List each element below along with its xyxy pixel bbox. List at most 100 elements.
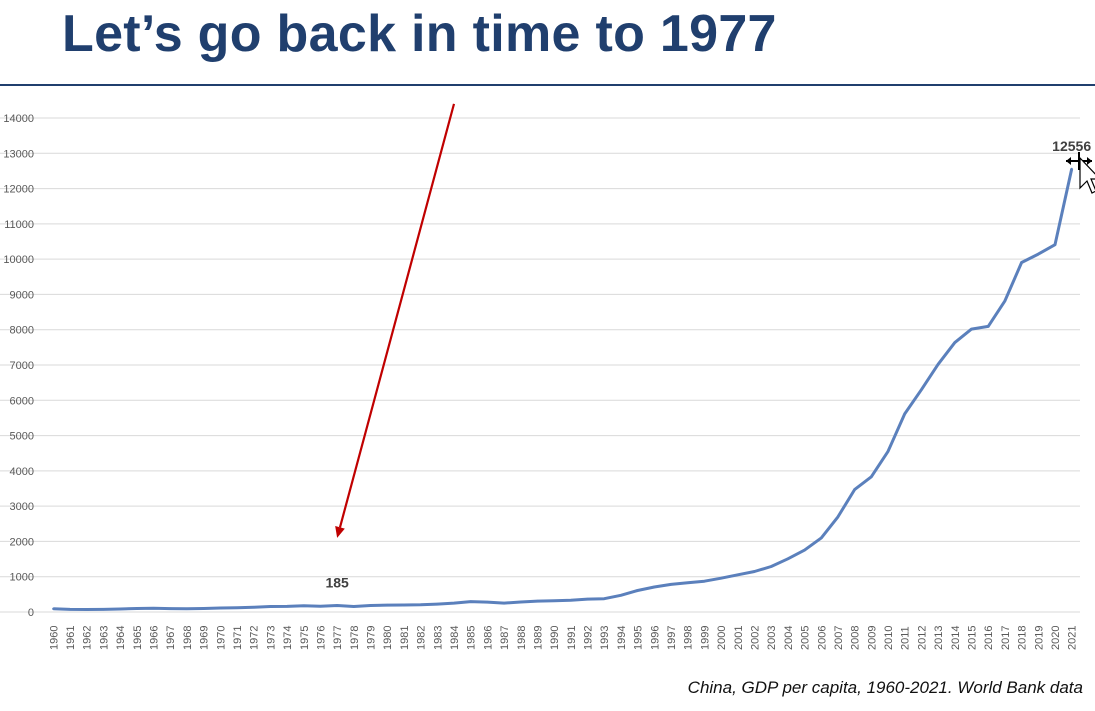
data-point (703, 579, 706, 583)
y-tick-label: 11000 (4, 219, 34, 231)
data-point (803, 548, 806, 552)
x-tick-label: 2010 (883, 626, 895, 650)
y-tick-label: 7000 (10, 360, 34, 372)
y-tick-label: 3000 (10, 501, 34, 513)
x-tick-label: 1979 (366, 626, 378, 650)
y-tick-label: 4000 (10, 466, 34, 478)
x-tick-label: 1961 (65, 626, 77, 650)
data-point (536, 599, 539, 603)
data-point (352, 605, 356, 608)
data-point (102, 608, 105, 611)
x-tick-label: 2013 (933, 626, 945, 650)
data-point (369, 604, 372, 607)
x-tick-label: 1998 (683, 626, 695, 650)
x-tick-label: 1963 (98, 626, 110, 650)
x-tick-label: 2003 (766, 626, 778, 650)
annotation-arrow (338, 103, 456, 528)
x-tick-label: 1968 (182, 626, 194, 650)
x-tick-label: 2005 (800, 626, 812, 650)
data-point (502, 601, 506, 605)
data-point (903, 412, 906, 416)
x-tick-label: 1988 (516, 626, 528, 650)
data-point (669, 583, 673, 586)
data-label: 185 (325, 574, 349, 590)
data-point (786, 557, 790, 560)
annotation-arrow-layer (335, 103, 456, 538)
x-tick-label: 2011 (900, 626, 912, 650)
data-point (269, 605, 272, 608)
data-point (920, 388, 923, 391)
x-tick-label: 2018 (1017, 626, 1029, 650)
data-point (68, 608, 72, 611)
data-point (519, 600, 522, 604)
x-tick-label: 1962 (82, 626, 94, 650)
data-point (686, 581, 689, 584)
mouse-pointer-icon (1079, 156, 1095, 194)
y-tick-label: 14000 (3, 113, 34, 125)
x-tick-label: 1994 (616, 626, 628, 650)
x-tick-label: 1969 (199, 626, 211, 650)
x-tick-label: 1993 (599, 626, 611, 650)
data-point (135, 607, 139, 610)
x-tick-label: 2006 (816, 626, 828, 650)
data-point (736, 573, 739, 577)
data-point (836, 515, 840, 519)
data-point (653, 585, 656, 589)
data-point (252, 606, 255, 609)
data-point (185, 607, 189, 610)
data-point (1020, 261, 1023, 264)
y-tick-label: 12000 (3, 184, 34, 196)
x-tick-label: 1971 (232, 626, 244, 650)
data-point (1070, 167, 1073, 171)
x-tick-label: 1977 (332, 626, 344, 650)
x-tick-label: 1976 (315, 626, 327, 650)
data-point (619, 594, 623, 597)
x-tick-label: 2008 (850, 626, 862, 650)
data-point (636, 589, 639, 592)
data-point (936, 363, 940, 366)
x-tick-label: 2015 (966, 626, 978, 650)
data-point (569, 599, 573, 602)
data-point (118, 607, 122, 611)
x-tick-label: 1974 (282, 626, 294, 650)
x-tick-label: 1999 (699, 626, 711, 650)
data-point (769, 565, 773, 568)
data-point (870, 475, 873, 478)
annotation-arrowhead (335, 525, 345, 538)
title-divider (0, 84, 1095, 86)
data-point (719, 576, 723, 580)
x-tick-label: 2001 (733, 626, 745, 650)
y-tick-label: 9000 (10, 289, 34, 301)
x-tick-label: 2020 (1050, 626, 1062, 650)
data-point (419, 603, 422, 607)
chart-source-caption: China, GDP per capita, 1960-2021. World … (687, 678, 1083, 697)
x-tick-label: 2004 (783, 626, 795, 650)
data-point (302, 604, 305, 607)
x-tick-label: 1987 (499, 626, 511, 650)
x-axis-tick-labels: 1960 1961 1962 1963 1964 1965 1966 1967 1968 1969… (48, 626, 1078, 650)
data-point (853, 488, 856, 491)
data-labels: 185 12556 (325, 138, 1091, 591)
data-point (552, 599, 556, 602)
x-tick-label: 1996 (649, 626, 661, 650)
x-tick-label: 1986 (482, 626, 494, 650)
data-point (953, 341, 956, 344)
y-tick-label: 5000 (10, 431, 34, 443)
x-tick-label: 1964 (115, 626, 127, 650)
data-label: 12556 (1052, 138, 1091, 154)
data-point (152, 607, 155, 610)
x-tick-label: 1984 (449, 626, 461, 650)
x-tick-label: 1966 (149, 626, 161, 650)
y-tick-label: 10000 (3, 254, 34, 266)
data-point (1003, 299, 1007, 303)
cursor-layer (1066, 152, 1095, 194)
slide-title: Let’s go back in time to 1977 (62, 5, 777, 63)
data-point (169, 607, 172, 610)
y-tick-label: 0 (28, 607, 34, 619)
data-point (886, 450, 890, 453)
gridlines (0, 117, 1080, 613)
x-tick-label: 1991 (566, 626, 578, 650)
y-tick-label: 2000 (10, 536, 34, 548)
resize-cursor-icon (1066, 152, 1092, 170)
data-point (202, 607, 205, 610)
